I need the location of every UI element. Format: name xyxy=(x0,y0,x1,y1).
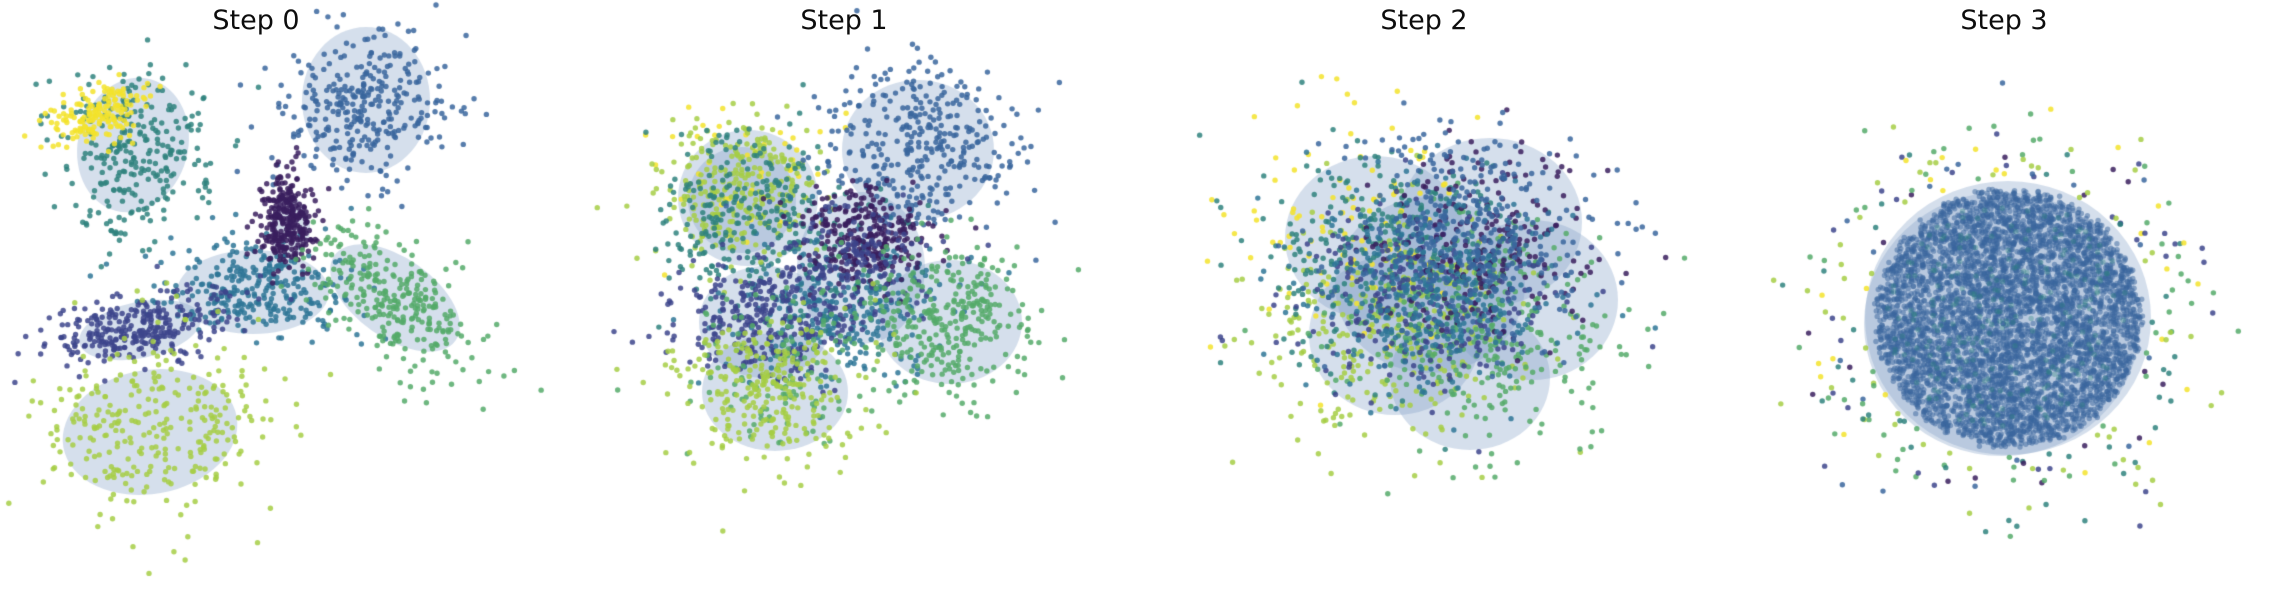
panel-step-0: Step 0 xyxy=(0,0,570,600)
scatter-plot-step-3 xyxy=(1710,0,2278,600)
panel-step-3: Step 3 xyxy=(1710,0,2278,600)
scatter-plot-step-1 xyxy=(570,0,1140,600)
scatter-plot-step-2 xyxy=(1140,0,1710,600)
panel-title: Step 0 xyxy=(212,5,300,36)
panel-step-2: Step 2 xyxy=(1140,0,1710,600)
panel-title: Step 3 xyxy=(1960,5,2048,36)
scatter-plot-step-0 xyxy=(0,0,570,600)
panel-title: Step 1 xyxy=(800,5,888,36)
panel-step-1: Step 1 xyxy=(570,0,1140,600)
panel-title: Step 2 xyxy=(1380,5,1468,36)
